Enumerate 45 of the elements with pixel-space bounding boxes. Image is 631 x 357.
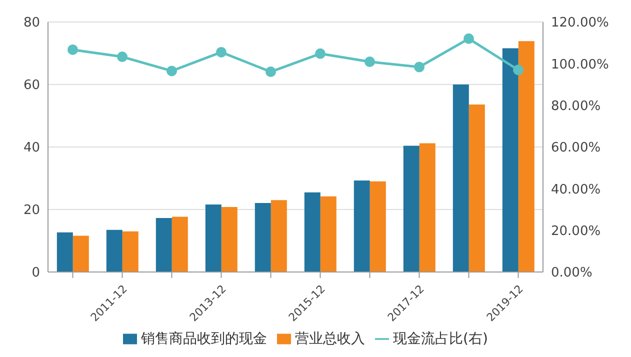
bar (452, 84, 469, 272)
bar (205, 204, 222, 272)
y-tick-label: 40 (23, 140, 40, 156)
bar (72, 236, 89, 272)
y2-tick-label: 80.00% (551, 98, 601, 114)
bar (270, 200, 287, 272)
y2-tick-label: 0.00% (551, 266, 592, 281)
bar (370, 181, 386, 272)
legend-label: 现金流占比(右) (393, 331, 488, 347)
y2-tick-label: 40.00% (551, 182, 601, 198)
bar (156, 218, 172, 272)
bar (221, 207, 238, 272)
bar (468, 104, 485, 272)
bar (56, 232, 73, 272)
bar (502, 48, 518, 272)
legend-label: 营业总收入 (295, 331, 366, 347)
bar (320, 196, 336, 272)
point (68, 44, 78, 55)
y-tick-label: 80 (23, 16, 40, 31)
y-tick-label: 0 (32, 266, 40, 281)
bar (518, 41, 534, 272)
bar (122, 231, 138, 272)
bar (172, 216, 188, 272)
bar (403, 146, 420, 272)
point (216, 46, 226, 58)
bar (354, 180, 370, 272)
point (266, 66, 276, 78)
y2-tick-label: 60.00% (551, 140, 601, 156)
point (315, 48, 326, 59)
y-tick-label: 60 (23, 78, 40, 94)
bar (304, 192, 320, 272)
point (464, 33, 474, 44)
point (166, 66, 177, 76)
y2-tick-label: 20.00% (551, 224, 601, 239)
bar (254, 202, 271, 272)
y2-tick-label: 120.00% (551, 16, 609, 31)
point (513, 64, 524, 76)
bar (106, 230, 122, 272)
point (364, 56, 375, 68)
point (414, 62, 424, 72)
y2-tick-label: 100.00% (551, 57, 609, 72)
point (117, 52, 128, 62)
legend-label: 销售商品收到的现金 (141, 331, 268, 347)
bar (419, 143, 436, 272)
y-tick-label: 20 (23, 203, 40, 218)
